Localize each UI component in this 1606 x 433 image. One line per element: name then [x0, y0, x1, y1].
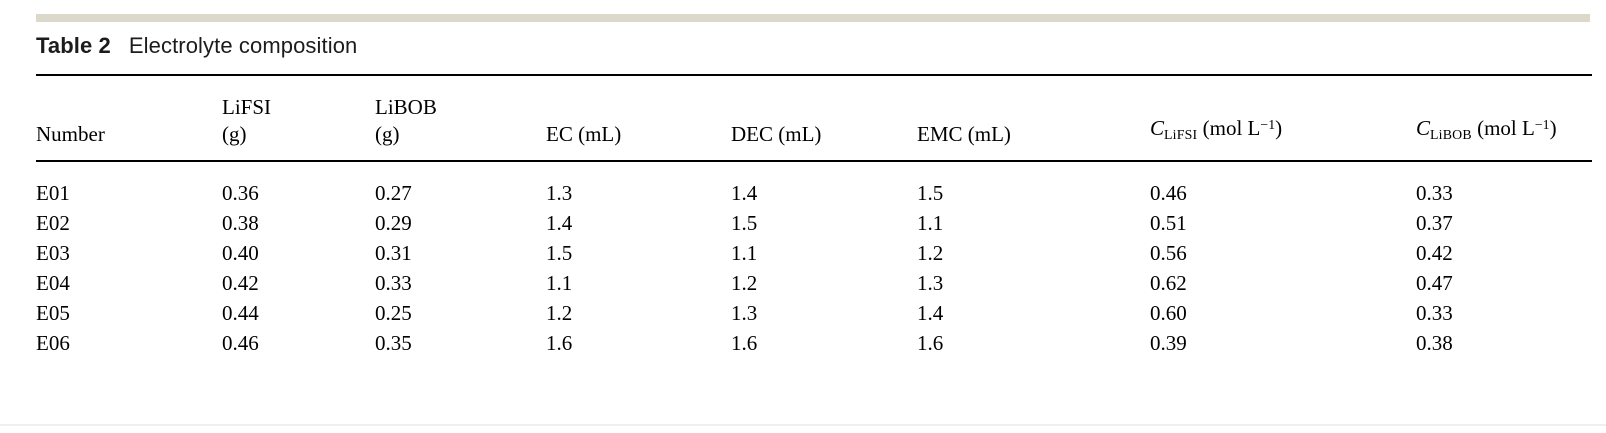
cell-libob-g: 0.25: [375, 300, 412, 325]
cell-number: E06: [36, 330, 70, 355]
col-header-libob-line1: LiBOB: [375, 95, 437, 119]
cell-lifsi-g: 0.46: [222, 330, 259, 355]
col-header-libob-line2: (g): [375, 122, 400, 146]
col-header-emc: EMC (mL): [917, 75, 1150, 162]
cell-lifsi-g: 0.42: [222, 270, 259, 295]
cell-libob-g: 0.29: [375, 210, 412, 235]
cell-emc-ml: 1.6: [917, 330, 944, 355]
cell-number: E02: [36, 210, 70, 235]
cell-emc-ml: 1.4: [917, 300, 944, 325]
header-row: Number LiFSI (g) LiBOB (g) EC (mL) DEC (…: [36, 75, 1592, 162]
c-libob-unit-open: (mol L: [1471, 116, 1535, 141]
c-libob-subscript: LiBOB: [1430, 127, 1472, 142]
cell-emc-ml: 1.3: [917, 270, 944, 295]
cell-c-libob: 0.33: [1416, 180, 1453, 205]
table-panel: Table 2 Electrolyte composition Number Li…: [36, 0, 1592, 358]
c-lifsi-symbol: C: [1150, 116, 1165, 141]
c-lifsi-unit-open: (mol L: [1197, 116, 1261, 141]
col-header-c-libob: CLiBOB (mol L−1): [1416, 75, 1592, 162]
cell-ec-ml: 1.2: [546, 300, 573, 325]
cell-libob-g: 0.35: [375, 330, 412, 355]
col-header-number-label: Number: [36, 122, 105, 146]
table-header: Number LiFSI (g) LiBOB (g) EC (mL) DEC (…: [36, 75, 1592, 162]
cell-number: E05: [36, 300, 70, 325]
cell-number: E03: [36, 240, 70, 265]
col-header-lifsi-line2: (g): [222, 122, 247, 146]
cell-c-lifsi: 0.62: [1150, 270, 1187, 295]
table-title: Electrolyte composition: [128, 33, 358, 58]
cell-number: E04: [36, 270, 70, 295]
cell-c-lifsi: 0.46: [1150, 180, 1187, 205]
cell-c-lifsi: 0.56: [1150, 240, 1187, 265]
col-header-dec-label: DEC (mL): [731, 122, 822, 146]
electrolyte-composition-table: Number LiFSI (g) LiBOB (g) EC (mL) DEC (…: [36, 74, 1592, 358]
c-libob-exponent: −1: [1534, 116, 1550, 132]
cell-c-libob: 0.33: [1416, 300, 1453, 325]
page-bottom-divider: [0, 424, 1606, 426]
cell-lifsi-g: 0.40: [222, 240, 259, 265]
table-row-e02: E02 0.38 0.29 1.4 1.5 1.1 0.51 0.37: [36, 208, 1592, 238]
cell-c-lifsi: 0.60: [1150, 300, 1187, 325]
table-caption: Table 2 Electrolyte composition: [36, 34, 1592, 58]
table-row-e01: E01 0.36 0.27 1.3 1.4 1.5 0.46 0.33: [36, 161, 1592, 208]
table-label: Table 2: [36, 33, 111, 58]
c-lifsi-subscript: LiFSI: [1164, 127, 1198, 142]
col-header-ec-label: EC (mL): [546, 122, 622, 146]
cell-ec-ml: 1.6: [546, 330, 573, 355]
cell-ec-ml: 1.1: [546, 270, 573, 295]
cell-dec-ml: 1.2: [731, 270, 758, 295]
cell-libob-g: 0.27: [375, 180, 412, 205]
cell-lifsi-g: 0.36: [222, 180, 259, 205]
table-row-e04: E04 0.42 0.33 1.1 1.2 1.3 0.62 0.47: [36, 268, 1592, 298]
cell-c-libob: 0.37: [1416, 210, 1453, 235]
cell-dec-ml: 1.1: [731, 240, 758, 265]
cell-dec-ml: 1.4: [731, 180, 758, 205]
col-header-lifsi-g: LiFSI (g): [222, 75, 375, 162]
table-row-e05: E05 0.44 0.25 1.2 1.3 1.4 0.60 0.33: [36, 298, 1592, 328]
cell-c-lifsi: 0.39: [1150, 330, 1187, 355]
cell-libob-g: 0.31: [375, 240, 412, 265]
cell-c-libob: 0.38: [1416, 330, 1453, 355]
cell-lifsi-g: 0.38: [222, 210, 259, 235]
cell-c-libob: 0.42: [1416, 240, 1453, 265]
cell-c-lifsi: 0.51: [1150, 210, 1187, 235]
cell-dec-ml: 1.3: [731, 300, 758, 325]
c-libob-unit-close: ): [1549, 116, 1557, 141]
col-header-c-lifsi: CLiFSI (mol L−1): [1150, 75, 1416, 162]
cell-dec-ml: 1.6: [731, 330, 758, 355]
col-header-emc-label: EMC (mL): [917, 122, 1011, 146]
cell-emc-ml: 1.5: [917, 180, 944, 205]
cell-ec-ml: 1.5: [546, 240, 573, 265]
cell-libob-g: 0.33: [375, 270, 412, 295]
cell-c-libob: 0.47: [1416, 270, 1453, 295]
col-header-lifsi-line1: LiFSI: [222, 95, 272, 119]
col-header-dec: DEC (mL): [731, 75, 917, 162]
table-row-e03: E03 0.40 0.31 1.5 1.1 1.2 0.56 0.42: [36, 238, 1592, 268]
table-body: E01 0.36 0.27 1.3 1.4 1.5 0.46 0.33 E02 …: [36, 161, 1592, 358]
col-header-libob-g: LiBOB (g): [375, 75, 546, 162]
cell-emc-ml: 1.2: [917, 240, 944, 265]
cell-number: E01: [36, 180, 70, 205]
table-row-e06: E06 0.46 0.35 1.6 1.6 1.6 0.39 0.38: [36, 328, 1592, 358]
c-lifsi-unit-close: ): [1275, 116, 1283, 141]
cell-ec-ml: 1.4: [546, 210, 573, 235]
cell-dec-ml: 1.5: [731, 210, 758, 235]
col-header-number: Number: [36, 75, 222, 162]
cell-ec-ml: 1.3: [546, 180, 573, 205]
cell-emc-ml: 1.1: [917, 210, 944, 235]
cell-lifsi-g: 0.44: [222, 300, 259, 325]
accent-bar: [36, 14, 1590, 22]
c-libob-symbol: C: [1416, 116, 1431, 141]
c-lifsi-exponent: −1: [1260, 116, 1276, 132]
col-header-ec: EC (mL): [546, 75, 731, 162]
